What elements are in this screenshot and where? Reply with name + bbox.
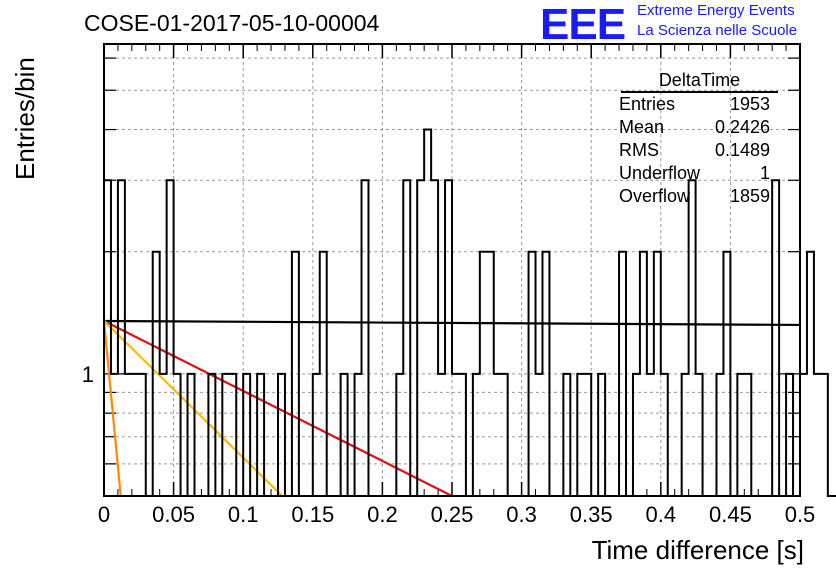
stats-row-underflow: Underflow 1 [613,162,778,185]
x-tick-label: 0 [98,502,110,527]
stats-label: Overflow [619,186,691,206]
x-tick-label: 0.5 [785,502,816,527]
stats-value: 1 [759,163,770,183]
stats-label: Entries [619,94,676,114]
x-tick-label: 0.35 [570,502,613,527]
stats-value: 1953 [729,94,770,114]
stats-row-mean: Mean 0.2426 [613,116,778,139]
stats-row-rms: RMS 0.1489 [613,139,778,162]
y-tick-label: 1 [82,362,94,387]
x-tick-label: 0.15 [291,502,334,527]
tick-labels: 0 0.05 0.1 0.15 0.2 0.25 0.3 0.35 0.4 0.45 0.5 1 [82,362,816,527]
stats-title: DeltaTime [621,70,778,93]
x-tick-label: 0.05 [152,502,195,527]
stats-label: Mean [619,117,665,137]
stats-value: 0.2426 [714,117,770,137]
x-tick-label: 0.3 [506,502,537,527]
x-tick-label: 0.25 [431,502,474,527]
x-tick-label: 0.4 [646,502,677,527]
histogram-series [103,128,836,497]
stats-value: 1859 [729,186,770,206]
stats-value: 0.1489 [714,140,770,160]
plot-frame [103,43,801,497]
eee-logo-mark: EEE [540,0,626,49]
fit-line [102,320,122,497]
stats-row-entries: Entries 1953 [613,93,778,116]
stats-row-overflow: Overflow 1859 [613,185,778,208]
eee-logo-line2: La Scienza nelle Scuole [637,22,798,39]
stats-label: Underflow [619,163,701,183]
x-tick-label: 0.1 [228,502,259,527]
x-tick-label: 0.45 [709,502,752,527]
x-tick-label: 0.2 [367,502,398,527]
page-title: COSE-01-2017-05-10-00004 [84,10,380,36]
eee-logo-line1: Extreme Energy Events [637,2,795,19]
x-axis-label: Time difference [s] [591,535,804,565]
stats-box: DeltaTime Entries 1953 Mean 0.2426 RMS 0… [613,70,778,208]
fit-line [103,320,283,497]
histogram-outline [103,128,836,497]
y-axis-label: Entries/bin [10,57,40,180]
stats-label: RMS [619,140,659,160]
